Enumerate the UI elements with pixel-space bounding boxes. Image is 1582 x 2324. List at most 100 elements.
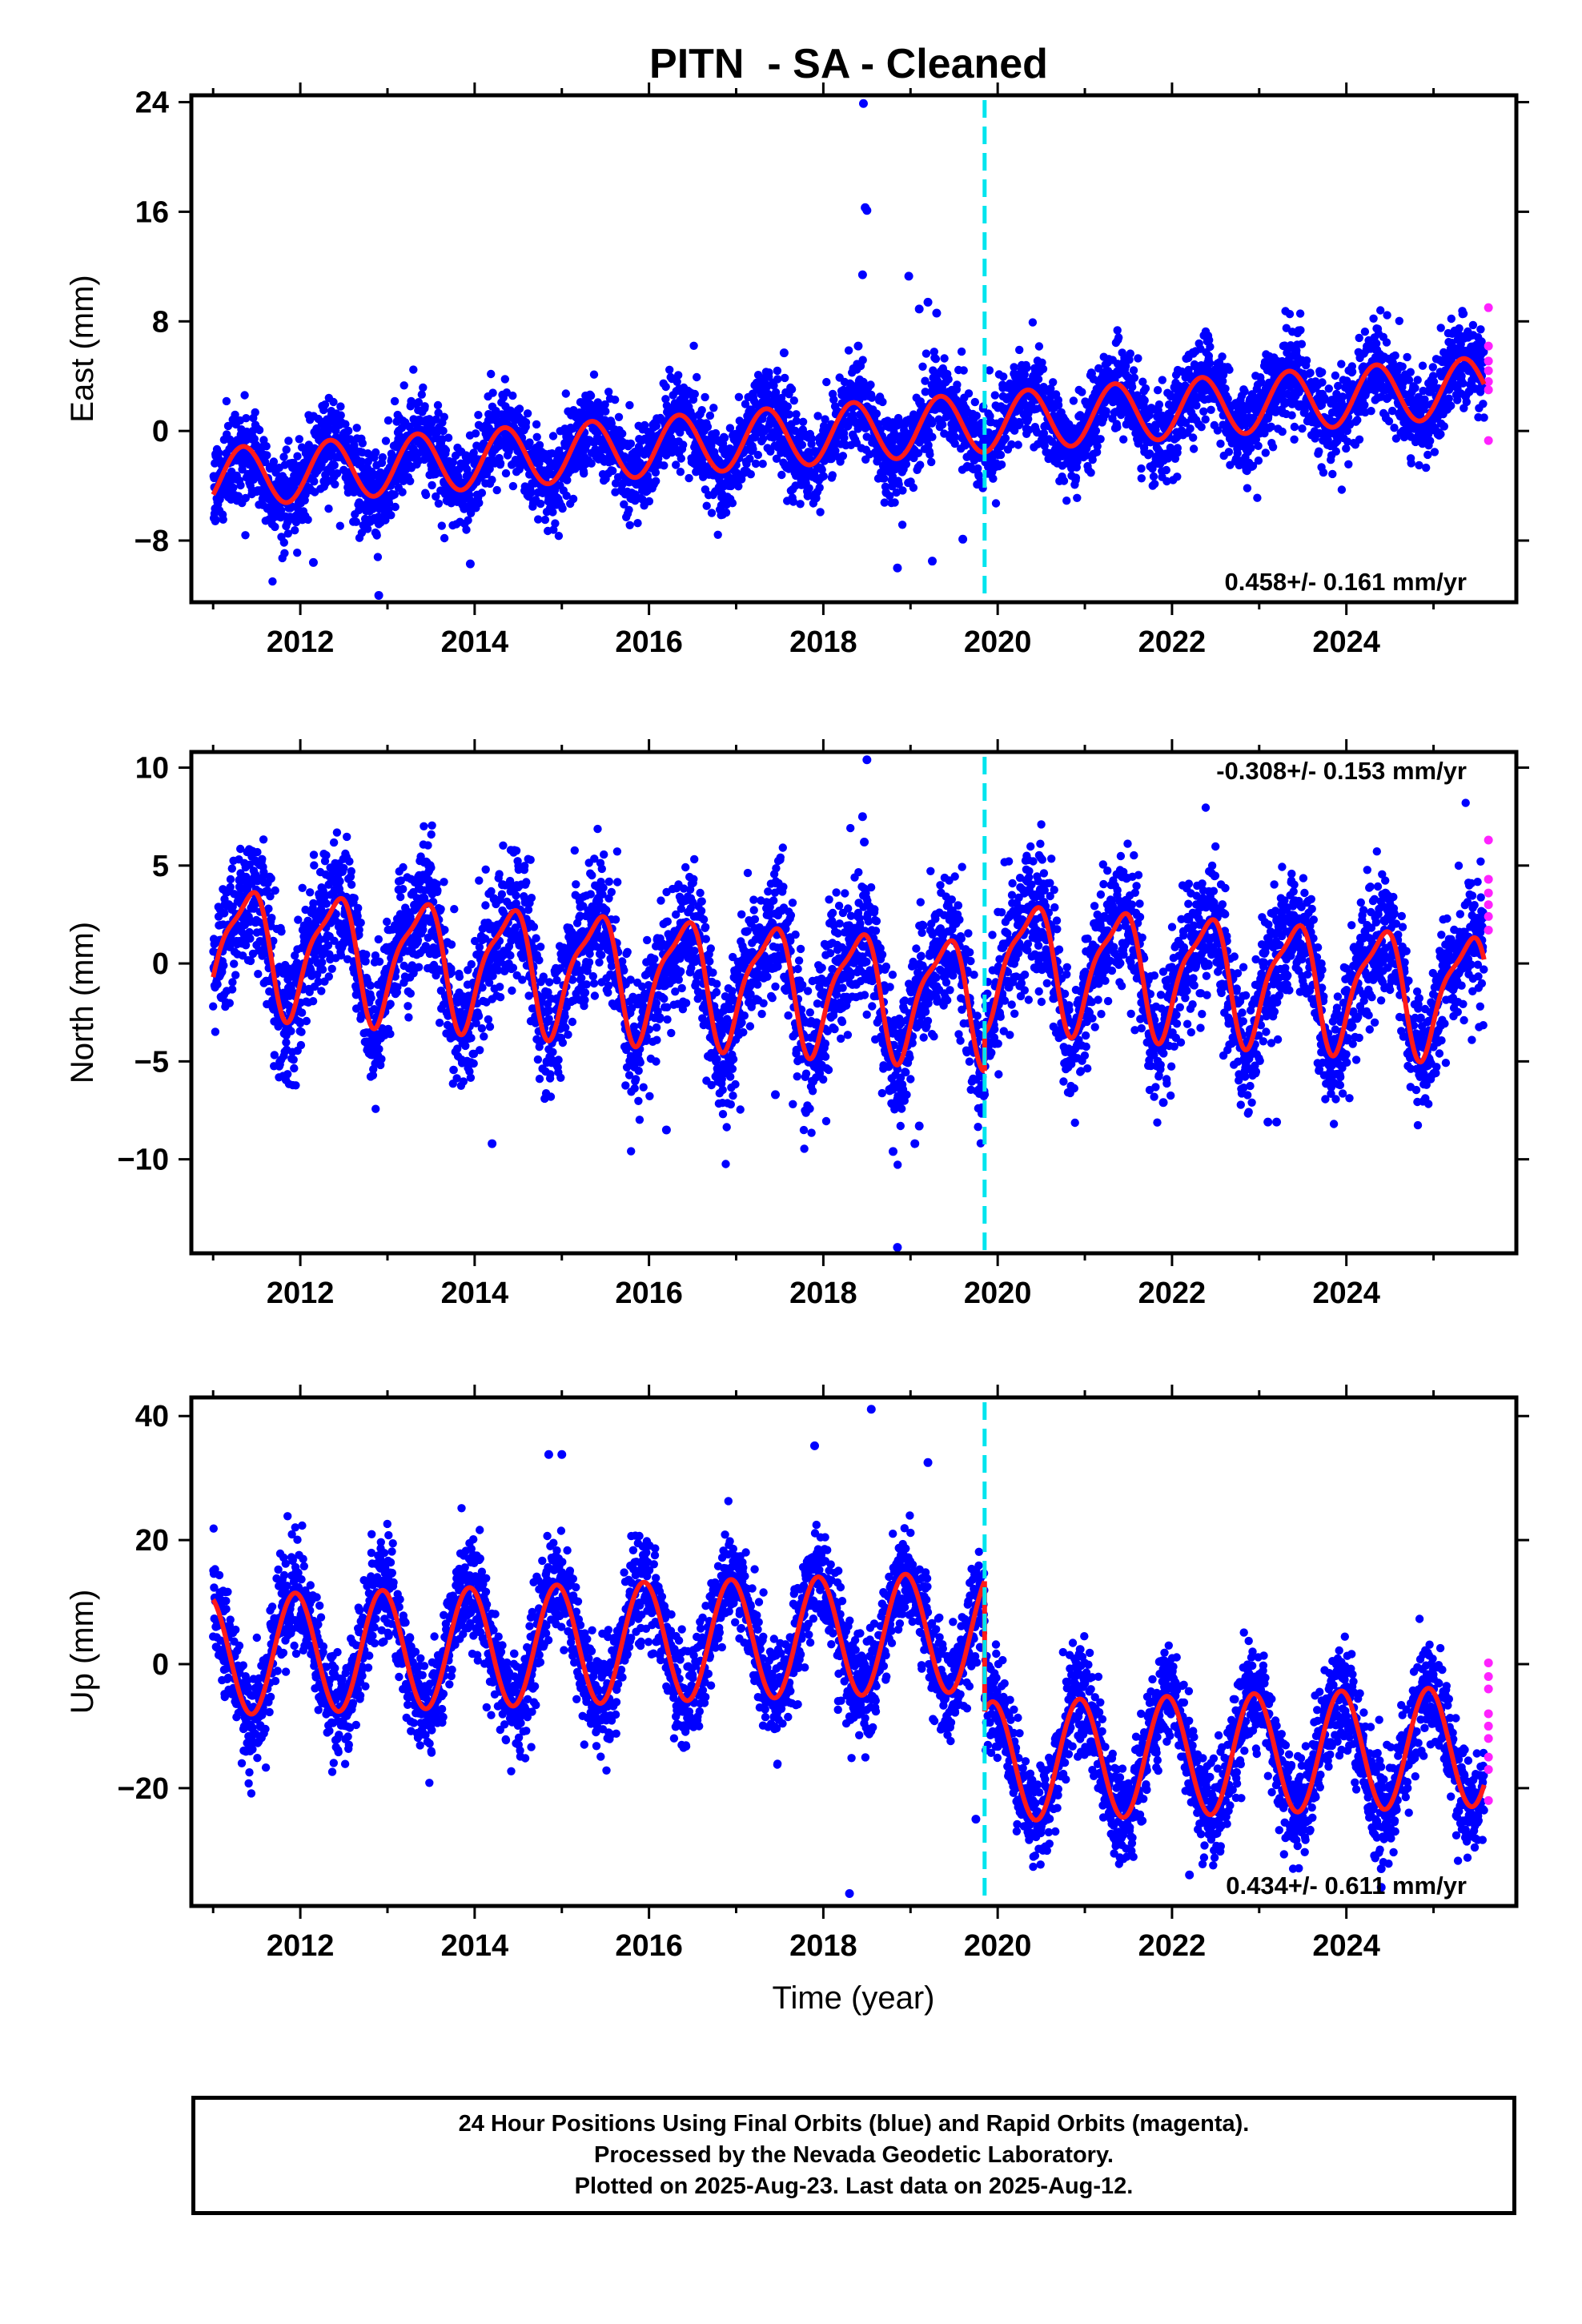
east-outlier-point xyxy=(914,304,924,314)
east-point xyxy=(293,549,302,557)
east-point xyxy=(1476,325,1485,334)
east-point xyxy=(508,391,517,400)
east-point xyxy=(672,460,681,469)
east-point xyxy=(444,433,453,442)
east-point xyxy=(783,402,792,411)
east-point xyxy=(1328,469,1337,479)
east-point xyxy=(789,396,798,405)
east-x-tick-label: 2012 xyxy=(267,625,335,659)
east-point xyxy=(1315,447,1323,456)
east-point xyxy=(1028,318,1038,327)
east-point xyxy=(909,483,918,493)
east-point xyxy=(398,488,407,497)
east-point xyxy=(644,497,654,506)
east-point xyxy=(1054,400,1063,410)
east-point xyxy=(329,397,338,407)
east-point xyxy=(381,436,391,445)
east-point xyxy=(1384,416,1394,426)
east-point xyxy=(580,469,588,478)
east-point xyxy=(660,461,669,470)
east-outlier-point xyxy=(923,297,933,307)
east-point xyxy=(921,349,931,358)
east-point xyxy=(409,365,418,374)
east-point xyxy=(787,385,797,394)
east-point xyxy=(772,454,781,463)
east-point xyxy=(1062,497,1071,505)
east-point xyxy=(1102,407,1110,416)
east-point xyxy=(371,448,380,457)
east-point xyxy=(434,499,444,508)
east-point xyxy=(771,388,781,397)
east-point xyxy=(414,398,424,407)
east-point xyxy=(1113,326,1122,335)
east-point xyxy=(970,397,980,407)
east-point xyxy=(674,371,683,380)
east-outlier-point xyxy=(958,534,968,544)
east-point xyxy=(959,366,968,375)
east-point xyxy=(745,454,754,463)
east-point xyxy=(697,406,706,415)
east-point xyxy=(880,474,889,483)
east-point xyxy=(1480,413,1488,422)
east-point xyxy=(549,525,558,534)
east-point xyxy=(231,410,239,420)
east-point xyxy=(222,396,231,406)
east-point xyxy=(1150,480,1159,489)
east-point xyxy=(1297,340,1307,348)
east-point xyxy=(953,380,962,389)
east-point xyxy=(1447,314,1456,324)
east-point xyxy=(766,447,775,456)
east-point xyxy=(1337,485,1347,494)
east-point xyxy=(269,457,279,466)
east-point xyxy=(1302,356,1311,365)
east-point xyxy=(1197,423,1206,432)
east-point xyxy=(1189,433,1198,442)
east-point xyxy=(330,460,339,470)
east-point xyxy=(601,407,610,416)
east-point xyxy=(944,375,953,384)
east-point xyxy=(867,393,877,402)
east-point xyxy=(284,436,293,445)
east-point xyxy=(701,392,709,402)
east-point xyxy=(535,456,544,466)
east-point xyxy=(753,450,762,460)
east-point xyxy=(293,452,302,460)
east-point xyxy=(765,368,773,377)
east-point xyxy=(523,409,532,418)
east-point xyxy=(219,515,227,524)
east-point xyxy=(1243,484,1252,493)
east-point xyxy=(358,439,367,448)
east-point xyxy=(1395,316,1404,325)
east-point xyxy=(432,415,440,424)
east-point xyxy=(439,426,448,436)
east-point xyxy=(815,483,824,493)
east-point xyxy=(1216,439,1225,448)
east-point xyxy=(406,476,415,485)
east-point xyxy=(1134,354,1142,363)
east-point xyxy=(1353,416,1362,424)
east-point xyxy=(651,468,661,477)
east-point xyxy=(211,516,220,525)
east-point xyxy=(280,549,289,557)
east-point xyxy=(997,460,1006,469)
east-point xyxy=(1290,435,1299,444)
east-point xyxy=(1479,400,1488,408)
east-point xyxy=(709,404,718,412)
east-point xyxy=(1447,401,1456,410)
east-point xyxy=(568,494,578,504)
east-point xyxy=(381,516,390,525)
east-point xyxy=(652,476,661,485)
east-point xyxy=(241,493,250,503)
east-point xyxy=(1430,448,1439,456)
east-point xyxy=(1355,333,1363,343)
east-point xyxy=(488,388,497,397)
east-point xyxy=(1001,434,1010,443)
east-point xyxy=(336,411,345,420)
east-x-tick-label: 2024 xyxy=(1312,625,1380,659)
east-point xyxy=(1367,407,1375,416)
east-point xyxy=(563,476,572,485)
east-point xyxy=(1268,443,1278,452)
east-point xyxy=(1038,364,1048,373)
east-point xyxy=(1113,423,1122,432)
